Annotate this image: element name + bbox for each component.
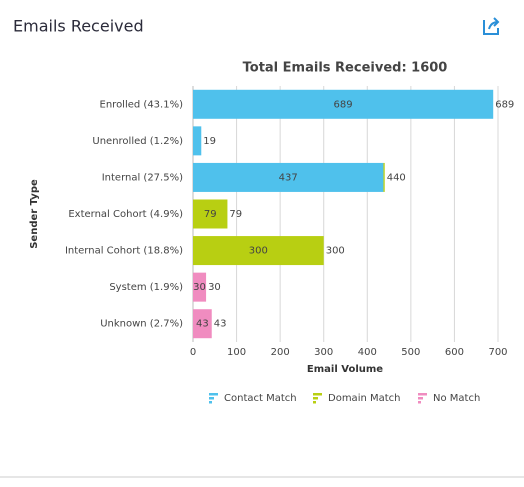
- y-tick-label: Internal (27.5%): [102, 172, 183, 183]
- legend-label: Contact Match: [224, 393, 297, 404]
- bar-segment: [193, 272, 207, 302]
- x-tick-label: 600: [445, 347, 464, 358]
- total-label: 440: [387, 172, 406, 183]
- x-tick-label: 200: [271, 347, 290, 358]
- segment-label: 300: [249, 246, 268, 257]
- bar-segment: [193, 309, 212, 339]
- y-tick-label: External Cohort (4.9%): [68, 209, 183, 220]
- bar-segment: [193, 126, 202, 156]
- legend-label: Domain Match: [328, 393, 401, 404]
- segment-label: 30: [193, 282, 206, 293]
- legend-swatch: [313, 393, 322, 396]
- total-label: 19: [203, 136, 216, 147]
- x-tick-label: 300: [314, 347, 333, 358]
- bar-segment: [193, 89, 494, 119]
- y-tick-label: System (1.9%): [109, 282, 183, 293]
- x-tick-label: 500: [401, 347, 420, 358]
- total-label: 300: [326, 246, 345, 257]
- legend-swatch: [209, 393, 218, 396]
- x-tick-label: 700: [488, 347, 507, 358]
- widget-title: Emails Received: [13, 17, 144, 36]
- y-tick-label: Internal Cohort (18.8%): [65, 246, 183, 257]
- legend-label: No Match: [433, 393, 480, 404]
- legend-swatch: [418, 397, 423, 400]
- y-axis-title: Sender Type: [29, 179, 40, 249]
- segment-label: 79: [204, 209, 217, 220]
- chart-title: Total Emails Received: 1600: [243, 61, 448, 76]
- y-tick-label: Enrolled (43.1%): [100, 99, 184, 110]
- x-tick-label: 0: [190, 347, 196, 358]
- x-axis-title: Email Volume: [307, 364, 383, 375]
- x-tick-label: 100: [227, 347, 246, 358]
- bar-segment: [193, 162, 384, 192]
- legend-swatch: [418, 401, 421, 404]
- x-tick-label: 400: [358, 347, 377, 358]
- segment-label: 689: [334, 99, 353, 110]
- legend-swatch: [209, 397, 214, 400]
- legend-swatch: [209, 401, 212, 404]
- total-label: 43: [214, 319, 227, 330]
- legend-swatch: [418, 393, 427, 396]
- bar-segment: [383, 162, 385, 192]
- segment-label: 43: [196, 319, 209, 330]
- share-icon[interactable]: [483, 17, 500, 35]
- total-label: 30: [208, 282, 221, 293]
- y-tick-label: Unknown (2.7%): [100, 319, 183, 330]
- total-label: 79: [229, 209, 242, 220]
- legend-swatch: [313, 397, 318, 400]
- segment-label: 437: [279, 172, 298, 183]
- legend-swatch: [313, 401, 316, 404]
- y-tick-label: Unenrolled (1.2%): [92, 136, 183, 147]
- total-label: 689: [495, 99, 514, 110]
- bar-segment: [193, 199, 228, 229]
- bar-segment: [193, 236, 324, 266]
